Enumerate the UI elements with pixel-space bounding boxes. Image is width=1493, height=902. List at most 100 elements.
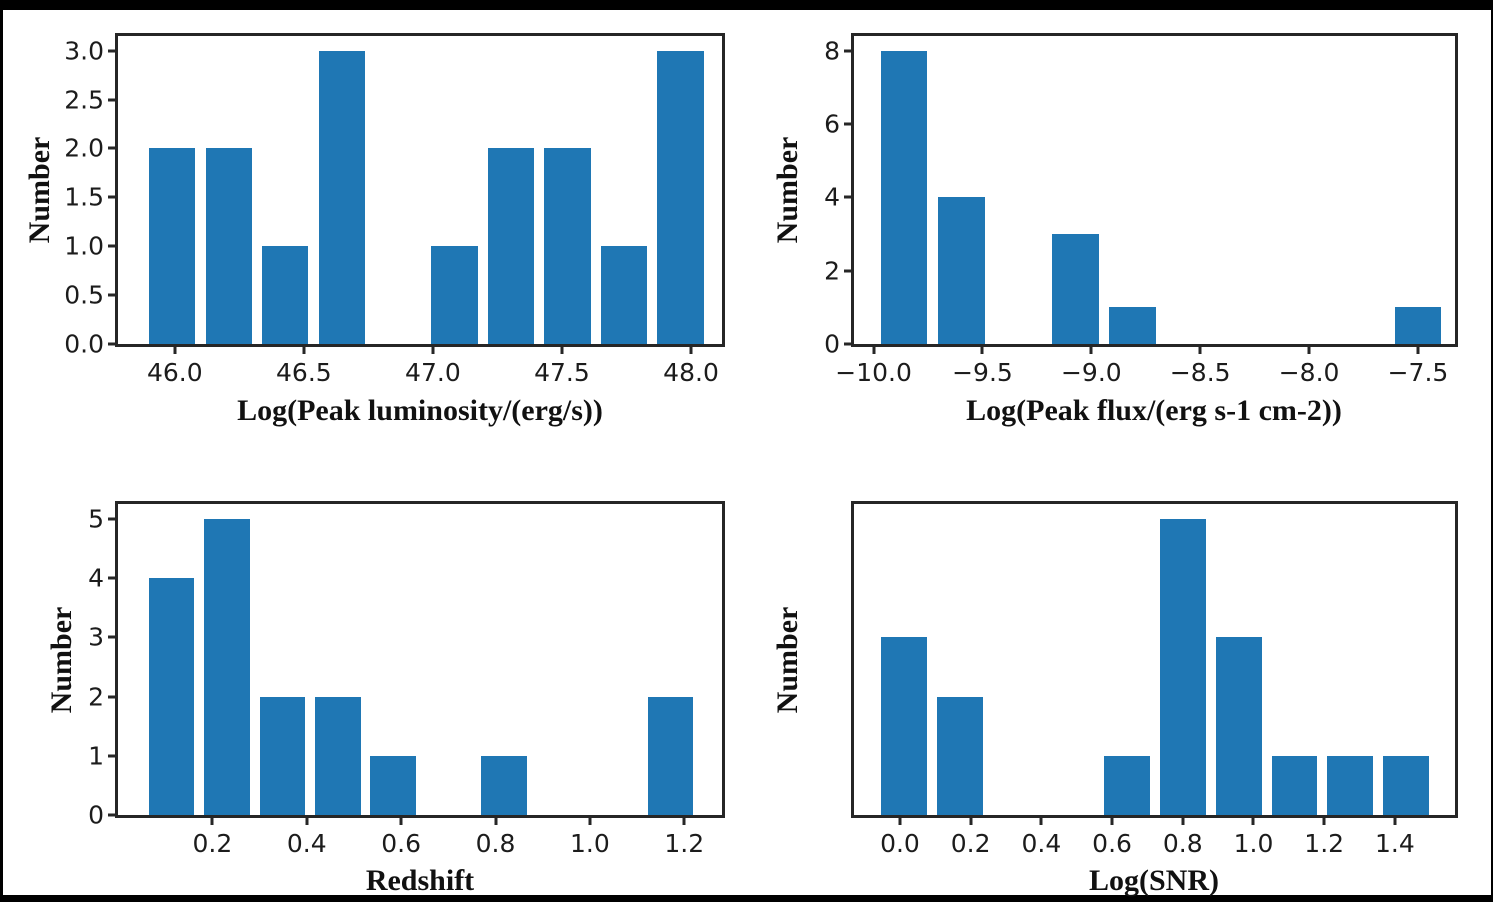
y-tick-label: 4 [824, 182, 840, 212]
x-tick-mark [969, 815, 973, 825]
y-tick-mark [108, 576, 118, 580]
x-tick-label: 1.2 [1304, 829, 1345, 858]
y-tick-mark [108, 517, 118, 521]
y-tick-mark [108, 813, 118, 817]
histogram-bar [315, 696, 361, 815]
axes-peak-flux-histogram: −10.0 −9.5 −9.0 −8.5 −8.0 −7.5 0 2 4 6 8 [824, 33, 1458, 387]
y-axis-label-peak-flux: Number [771, 136, 804, 244]
x-axis-label-snr: Log(SNR) [1088, 864, 1220, 897]
histogram-bar [431, 246, 478, 344]
histogram-bar [370, 755, 416, 815]
y-tick-label: 1 [88, 741, 104, 771]
y-tick-mark [108, 49, 118, 53]
x-tick-mark [898, 815, 902, 825]
y-tick-label: 0.5 [64, 280, 104, 310]
x-tick-mark [1198, 344, 1202, 354]
y-tick-mark [844, 49, 854, 53]
x-tick-mark [980, 344, 984, 354]
x-axis-label-peak-luminosity: Log(Peak luminosity/(erg/s)) [237, 394, 603, 427]
x-tick-label: 1.4 [1375, 829, 1415, 858]
y-tick-mark [108, 754, 118, 758]
histogram-bar [1104, 755, 1151, 815]
histogram-bar [1327, 755, 1374, 815]
y-tick-mark [108, 695, 118, 699]
y-tick-mark [108, 98, 118, 102]
x-tick-label: −9.5 [952, 358, 1013, 387]
y-tick-label: 4 [88, 563, 104, 593]
axes-peak-luminosity-histogram: 46.0 46.5 47.0 47.5 48.0 0.0 0.5 1.0 1.5 2.0 2.5 3.… [64, 33, 725, 387]
histogram-bar [647, 696, 694, 815]
histogram-bar [880, 637, 927, 815]
y-axis-label-redshift: Number [45, 606, 78, 714]
histogram-bar [204, 518, 250, 815]
x-tick-label: 46.5 [276, 358, 332, 387]
histogram-bar [318, 50, 365, 344]
x-tick-label: 1.0 [1233, 829, 1274, 858]
y-tick-mark [108, 146, 118, 150]
histogram-bar [880, 50, 928, 344]
figure-canvas: Number 46.0 46.5 47.0 47.5 48.0 0.0 0.5 1.0 1.5 2… [3, 10, 1491, 897]
histogram-bar [1160, 518, 1207, 815]
y-tick-mark [844, 269, 854, 273]
x-tick-mark [1110, 815, 1114, 825]
y-tick-label: 0 [824, 329, 840, 359]
x-tick-label: 46.0 [146, 358, 203, 387]
x-axis-label-redshift: Redshift [365, 864, 475, 897]
x-tick-mark [1039, 815, 1043, 825]
x-tick-label: −10.0 [835, 358, 912, 387]
histogram-bar [1215, 637, 1262, 815]
x-tick-label: 1.2 [664, 829, 705, 858]
x-tick-label: 0.4 [1021, 829, 1062, 858]
histogram-bar [1383, 755, 1430, 815]
y-tick-label: 6 [824, 109, 840, 139]
histogram-bar [1109, 307, 1156, 344]
x-tick-mark [431, 344, 435, 354]
histogram-bar [936, 696, 983, 815]
x-tick-mark [689, 344, 693, 354]
x-tick-mark [1416, 344, 1420, 354]
x-tick-mark [588, 815, 592, 825]
x-tick-label: 0.8 [1162, 829, 1203, 858]
histogram-bar [259, 696, 305, 815]
y-tick-label: 0.0 [64, 329, 104, 359]
x-tick-mark [1089, 344, 1093, 354]
x-tick-mark [305, 815, 309, 825]
x-tick-label: 0.2 [950, 829, 991, 858]
y-tick-label: 3 [88, 622, 104, 652]
y-tick-mark [108, 635, 118, 639]
x-tick-label: 47.5 [534, 358, 590, 387]
x-tick-label: 47.0 [405, 358, 461, 387]
x-tick-mark [1181, 815, 1185, 825]
y-tick-label: 2.0 [64, 133, 104, 163]
x-tick-mark [1393, 815, 1397, 825]
y-tick-mark [844, 342, 854, 346]
x-tick-mark [560, 344, 564, 354]
histogram-bar [262, 246, 309, 344]
histogram-bar [148, 578, 194, 815]
x-tick-label: 48.0 [663, 358, 719, 387]
x-tick-mark [1251, 815, 1255, 825]
axes-redshift-histogram: 0.2 0.4 0.6 0.8 1.0 1.2 0 1 2 3 4 5 [88, 501, 725, 858]
histogram-bar [1052, 234, 1099, 344]
histogram-bar [544, 148, 591, 344]
x-tick-label: 0.8 [475, 829, 516, 858]
y-tick-mark [844, 122, 854, 126]
y-tick-label: 5 [88, 504, 104, 534]
x-tick-mark [302, 344, 306, 354]
x-tick-mark [682, 815, 686, 825]
x-tick-label: −8.5 [1169, 358, 1231, 387]
histogram-bar [481, 755, 527, 815]
y-tick-mark [844, 195, 854, 199]
x-tick-label: 0.0 [880, 829, 920, 858]
x-tick-mark [494, 815, 497, 825]
y-axis-label-snr: Number [771, 606, 804, 714]
x-tick-mark [872, 344, 876, 354]
y-tick-label: 2 [824, 256, 840, 286]
y-tick-label: 1.0 [64, 231, 104, 261]
y-tick-label: 0 [88, 800, 104, 830]
x-tick-label: 0.4 [286, 829, 327, 858]
histogram-bar [600, 246, 648, 344]
x-tick-label: 0.6 [1092, 829, 1132, 858]
y-tick-label: 2.5 [64, 85, 104, 115]
